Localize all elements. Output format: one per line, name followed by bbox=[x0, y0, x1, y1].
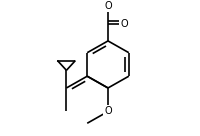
Text: O: O bbox=[104, 106, 112, 117]
Text: O: O bbox=[104, 1, 112, 11]
Text: O: O bbox=[120, 19, 128, 29]
